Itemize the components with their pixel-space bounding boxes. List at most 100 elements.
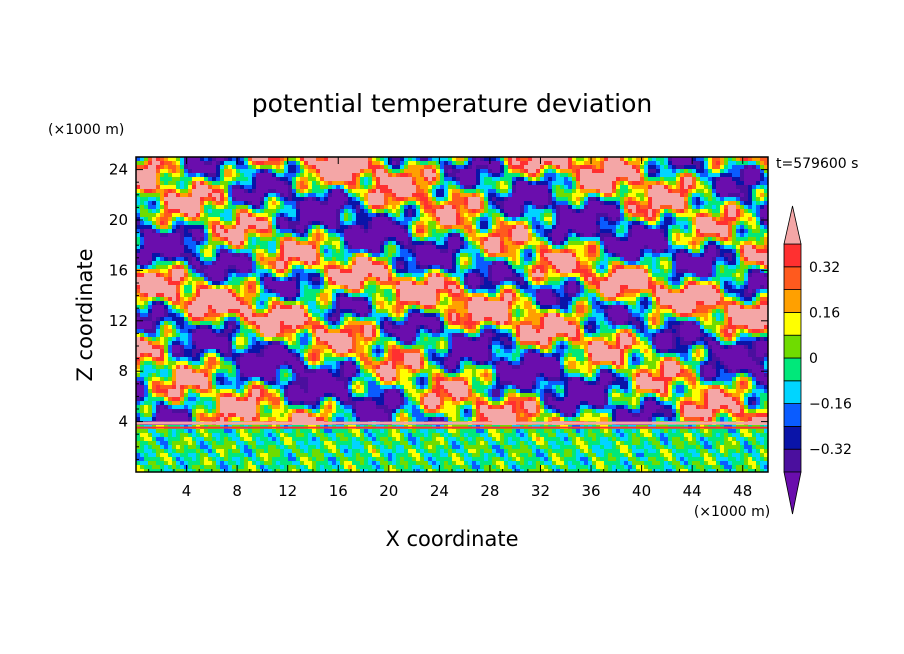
field-cell (220, 173, 225, 178)
field-cell (332, 245, 337, 250)
field-cell (524, 241, 529, 246)
field-cell (392, 273, 397, 278)
field-cell (412, 217, 417, 222)
field-cell (680, 185, 685, 190)
field-cell (444, 281, 457, 286)
field-cell (460, 281, 465, 286)
field-cell (672, 261, 677, 266)
field-cell (208, 185, 213, 190)
field-cell (352, 189, 369, 194)
field-cell (256, 181, 285, 186)
field-cell (644, 225, 649, 230)
field-cell (260, 297, 269, 302)
field-cell (572, 249, 577, 254)
field-cell (276, 205, 281, 210)
field-cell (512, 313, 517, 318)
field-cell (212, 365, 217, 370)
field-cell (760, 201, 765, 206)
field-cell (552, 337, 557, 342)
field-cell (304, 293, 317, 298)
field-cell (160, 317, 165, 322)
field-cell (764, 269, 768, 274)
field-cell (756, 197, 761, 202)
field-cell (276, 245, 281, 250)
field-cell (548, 237, 553, 242)
field-cell (144, 305, 149, 310)
field-cell (372, 185, 377, 190)
field-cell (168, 165, 177, 170)
field-cell (320, 269, 325, 274)
field-cell (724, 165, 729, 170)
field-cell (564, 333, 569, 338)
field-cell (732, 157, 737, 162)
field-cell (604, 249, 609, 254)
field-cell (364, 281, 369, 286)
field-cell (136, 249, 141, 254)
field-cell (156, 329, 161, 334)
field-cell (244, 341, 249, 346)
field-cell (284, 321, 305, 326)
field-cell (360, 249, 365, 254)
field-cell (516, 317, 521, 322)
field-cell (188, 221, 205, 226)
field-cell (448, 337, 453, 342)
field-cell (392, 293, 397, 298)
field-cell (528, 221, 533, 226)
field-cell (640, 361, 645, 366)
field-cell (220, 225, 225, 230)
field-cell (580, 165, 593, 170)
field-cell (304, 265, 309, 270)
field-cell (628, 205, 637, 210)
field-cell (256, 217, 265, 222)
field-cell (356, 181, 361, 186)
field-cell (532, 225, 537, 230)
field-cell (244, 321, 249, 326)
field-cell (324, 361, 337, 366)
field-cell (160, 269, 169, 274)
field-cell (368, 209, 373, 214)
field-cell (388, 245, 397, 250)
field-cell (424, 225, 429, 230)
field-cell (460, 233, 465, 238)
field-cell (212, 309, 217, 314)
field-cell (436, 225, 441, 230)
field-cell (352, 173, 357, 178)
field-cell (256, 225, 269, 230)
field-cell (396, 333, 417, 338)
field-cell (268, 341, 273, 346)
field-cell (432, 201, 437, 206)
field-cell (352, 361, 357, 366)
field-cell (372, 177, 377, 182)
field-cell (648, 189, 669, 194)
field-cell (484, 213, 489, 218)
field-cell (376, 325, 381, 330)
field-cell (340, 309, 353, 314)
field-cell (508, 157, 513, 162)
field-cell (172, 349, 181, 354)
field-cell (284, 241, 297, 246)
field-cell (504, 213, 509, 218)
field-cell (156, 221, 161, 226)
field-cell (708, 189, 713, 194)
field-cell (252, 285, 257, 290)
field-cell (676, 233, 681, 238)
field-cell (672, 357, 677, 362)
field-cell (624, 349, 629, 354)
field-cell (144, 221, 153, 226)
field-cell (172, 217, 177, 222)
field-cell (232, 325, 237, 330)
field-cell (180, 261, 185, 266)
field-cell (500, 225, 513, 230)
field-cell (324, 301, 329, 306)
field-cell (232, 357, 237, 362)
field-cell (404, 241, 409, 246)
field-cell (392, 285, 397, 290)
field-cell (484, 249, 489, 254)
field-cell (744, 201, 753, 206)
field-cell (196, 173, 201, 178)
field-cell (296, 349, 301, 354)
field-cell (272, 233, 277, 238)
field-cell (512, 229, 529, 234)
field-cell (212, 245, 217, 250)
field-cell (376, 353, 381, 358)
